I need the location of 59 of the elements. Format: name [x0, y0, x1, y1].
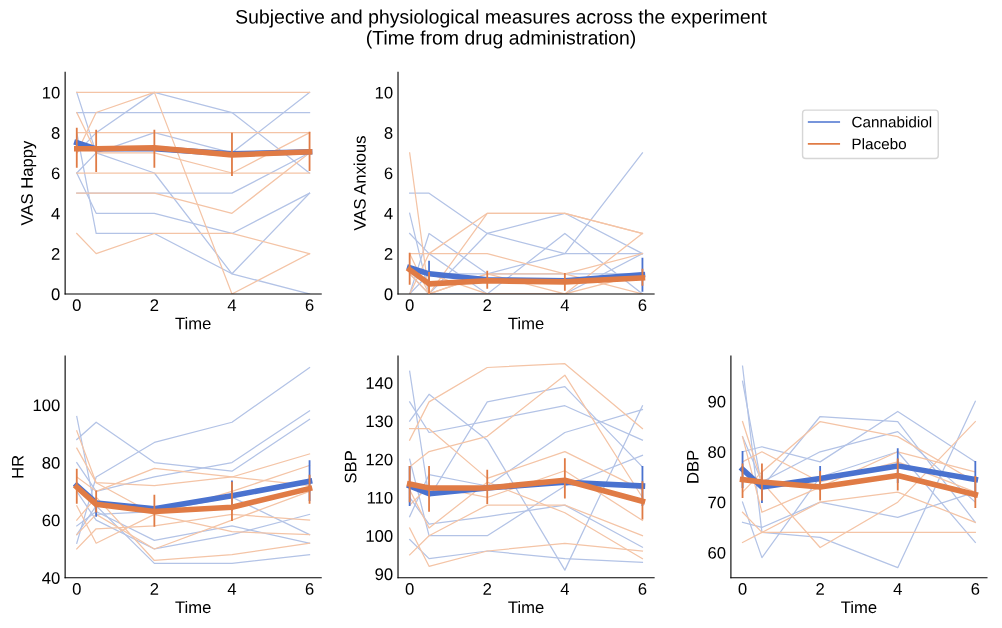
y-tick-label: 0	[51, 288, 60, 301]
x-tick-label: 4	[227, 299, 237, 311]
y-tick-label: 140	[366, 377, 393, 389]
x-tick-label: 2	[483, 299, 492, 311]
y-axis-title: HR	[11, 455, 24, 478]
y-tick-label: 60	[42, 514, 60, 527]
y-axis-title: VAS Anxious	[353, 136, 366, 231]
y-tick-label: 2	[384, 248, 393, 260]
x-tick-label: 2	[150, 583, 159, 595]
x-axis-title: Time	[175, 317, 211, 330]
x-tick-label: 6	[971, 583, 980, 595]
y-tick-label: 40	[42, 572, 60, 584]
y-tick-label: 100	[33, 399, 60, 412]
x-tick-label: 2	[483, 583, 492, 595]
x-tick-label: 0	[405, 299, 414, 312]
x-tick-label: 4	[227, 583, 237, 595]
x-tick-label: 6	[305, 583, 314, 595]
y-axis-title: DBP	[687, 450, 699, 483]
y-tick-label: 100	[366, 530, 393, 542]
y-tick-label: 130	[366, 415, 393, 428]
y-tick-label: 80	[708, 446, 726, 458]
y-tick-label: 6	[51, 167, 60, 180]
y-tick-label: 4	[384, 207, 393, 220]
x-tick-label: 4	[893, 583, 902, 595]
y-tick-label: 120	[366, 453, 393, 466]
y-tick-label: 0	[384, 288, 393, 301]
x-axis-title: Time	[508, 317, 544, 330]
y-tick-label: 2	[51, 248, 60, 260]
y-tick-label: 70	[708, 496, 726, 509]
x-axis-title: Time	[508, 600, 544, 614]
x-tick-label: 6	[638, 583, 647, 595]
y-tick-label: 8	[51, 127, 60, 139]
x-tick-label: 2	[816, 583, 824, 595]
y-tick-label: 6	[384, 167, 393, 180]
y-tick-label: 10	[43, 86, 60, 99]
legend-label: Placebo	[852, 138, 907, 150]
x-tick-label: 0	[72, 583, 81, 595]
x-tick-label: 4	[560, 583, 569, 595]
y-tick-label: 80	[42, 456, 60, 469]
x-tick-label: 0	[738, 583, 747, 595]
y-tick-label: 90	[375, 568, 393, 581]
y-tick-label: 10	[375, 86, 393, 99]
x-tick-label: 6	[305, 299, 314, 312]
y-tick-label: 90	[708, 395, 726, 408]
x-tick-label: 0	[72, 299, 81, 312]
y-tick-label: 8	[384, 127, 393, 139]
text: Subjective and physiological measures across the experiment (Time from drug administration)	[236, 9, 767, 49]
x-axis-title: Time	[841, 600, 877, 614]
y-tick-label: 110	[367, 491, 393, 504]
x-tick-label: 6	[638, 299, 647, 312]
x-tick-label: 0	[405, 583, 414, 595]
x-axis-title: Time	[175, 600, 211, 614]
legend-label: Cannabidiol	[852, 116, 932, 128]
x-tick-label: 2	[150, 299, 159, 311]
x-tick-label: 4	[560, 299, 569, 311]
y-axis-title: SBP	[344, 451, 357, 483]
y-axis-title: VAS Happy	[21, 140, 37, 226]
y-tick-label: 60	[708, 546, 726, 559]
y-tick-label: 4	[51, 207, 60, 220]
